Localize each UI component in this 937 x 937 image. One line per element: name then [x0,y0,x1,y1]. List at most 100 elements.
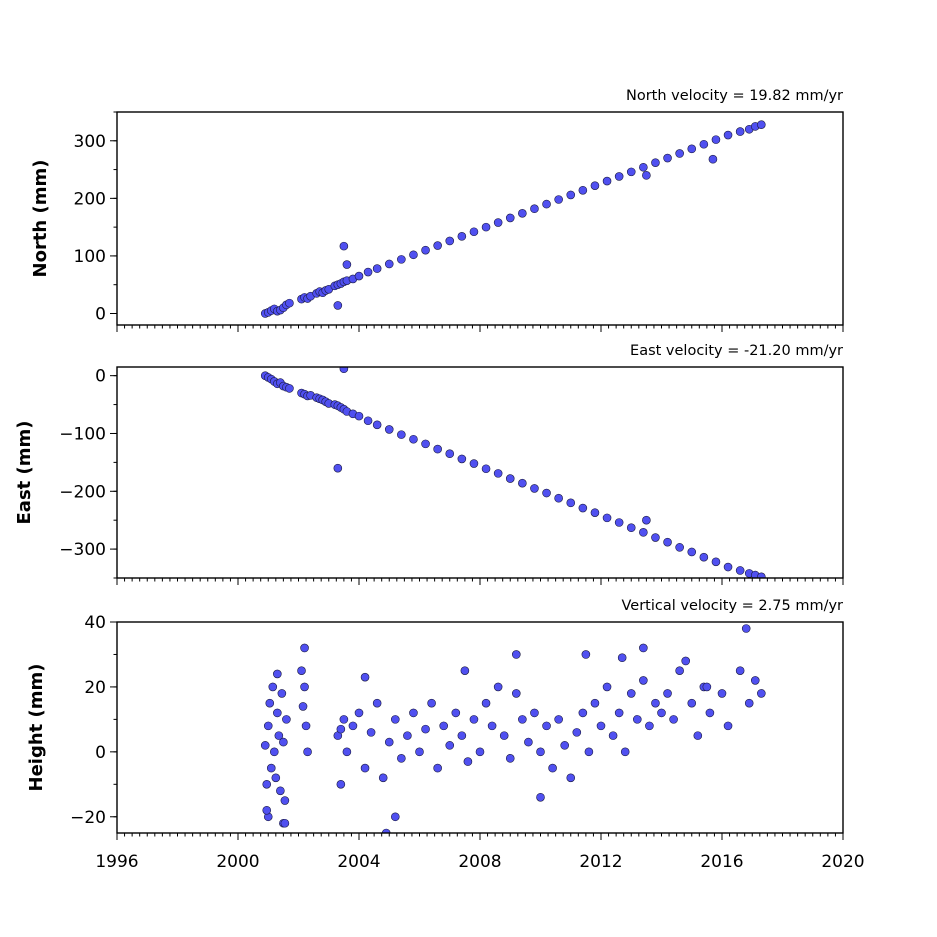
data-point [469,715,479,724]
panel-title: East velocity = -21.20 mm/yr [630,343,843,359]
data-point [675,543,684,552]
data-point [711,557,721,567]
data-point [566,190,576,200]
y-tick-label: 0 [95,743,106,763]
panel-2: 0 −100 −200 −300 East velocity = -21.20 mm/y… [14,343,844,585]
data-point [277,689,287,698]
data-point [384,425,394,434]
data-point [269,747,279,757]
data-point [602,513,612,523]
data-point [566,773,576,783]
data-point [614,708,624,718]
data-point [403,731,412,740]
data-point [460,666,470,675]
data-point [280,796,290,805]
y-tick-label: 200 [74,189,106,209]
data-point [303,747,312,757]
data-point [735,127,745,136]
data-point [372,264,382,273]
panel-1: 0 100 200 300 North velocity = 19.82 mm/yr No… [30,88,844,332]
data-point [415,747,424,757]
data-point [363,267,373,277]
data-point [366,728,376,737]
data-point [518,209,527,218]
data-point [663,153,672,163]
x-tick-label: 2012 [579,852,622,872]
data-point [282,715,291,724]
data-point [675,149,684,158]
x-tick-label: 2008 [458,852,501,872]
data-point [590,508,600,517]
data-point [397,255,406,264]
data-point [518,715,527,724]
data-point [390,715,400,724]
panel-title: North velocity = 19.82 mm/yr [626,88,843,104]
y-tick-label: 20 [84,678,106,698]
data-point [268,682,278,692]
y-tick-label: −20 [70,808,106,828]
data-point [536,747,545,757]
data-point [608,731,618,740]
y-tick-label: −100 [59,424,106,444]
data-point [348,721,358,731]
data-point [511,650,521,659]
y-tick-label: 100 [74,247,106,267]
y-tick-label: −300 [59,540,106,560]
data-point [439,721,449,731]
data-point [339,367,349,374]
data-point [433,444,442,454]
data-point [518,478,527,488]
data-point [505,754,515,763]
data-point [620,747,630,757]
y-tick-label: 40 [84,613,106,633]
data-point [487,721,497,731]
data-point [499,731,509,740]
data-point [360,763,370,773]
data-point [285,384,294,393]
data-point [280,818,290,828]
y-tick-label: −200 [59,482,106,502]
data-point [262,805,272,815]
data-point [363,416,373,426]
data-point [273,708,282,718]
data-point [651,698,660,708]
data-point [536,792,545,802]
data-point [266,763,276,773]
data-point [360,672,370,682]
data-point [271,773,281,783]
data-point [354,708,364,718]
data-point [578,185,588,195]
data-point [511,689,521,698]
data-point [705,708,715,718]
data-point [581,650,591,659]
data-point [744,698,754,708]
data-point [372,420,382,430]
data-point [381,828,391,833]
data-point [530,708,539,718]
x-tick-label: 2016 [700,852,743,872]
data-point [262,780,272,789]
data-point [297,666,306,675]
data-point [687,547,697,557]
data-point [639,528,648,537]
data-point [639,643,648,653]
data-point [723,721,733,731]
data-point [397,754,406,763]
data-point [626,523,636,533]
data-point [433,241,442,250]
data-point [469,459,479,468]
data-point [530,204,539,214]
data-point [427,698,436,708]
data-point [617,653,627,663]
panel-title: Vertical velocity = 2.75 mm/yr [622,598,844,614]
data-point [421,245,430,255]
panel-3: −20 0 20 40 1996 2000 2004 2008 2012 2016 2020 Vert… [26,598,865,872]
data-point [663,537,672,547]
x-tick-label: 2004 [337,852,380,872]
x-tick-label: 2020 [821,852,864,872]
data-point [757,572,766,578]
data-point [711,135,721,144]
data-point [596,721,606,731]
data-point [530,484,539,493]
data-point [273,669,282,679]
